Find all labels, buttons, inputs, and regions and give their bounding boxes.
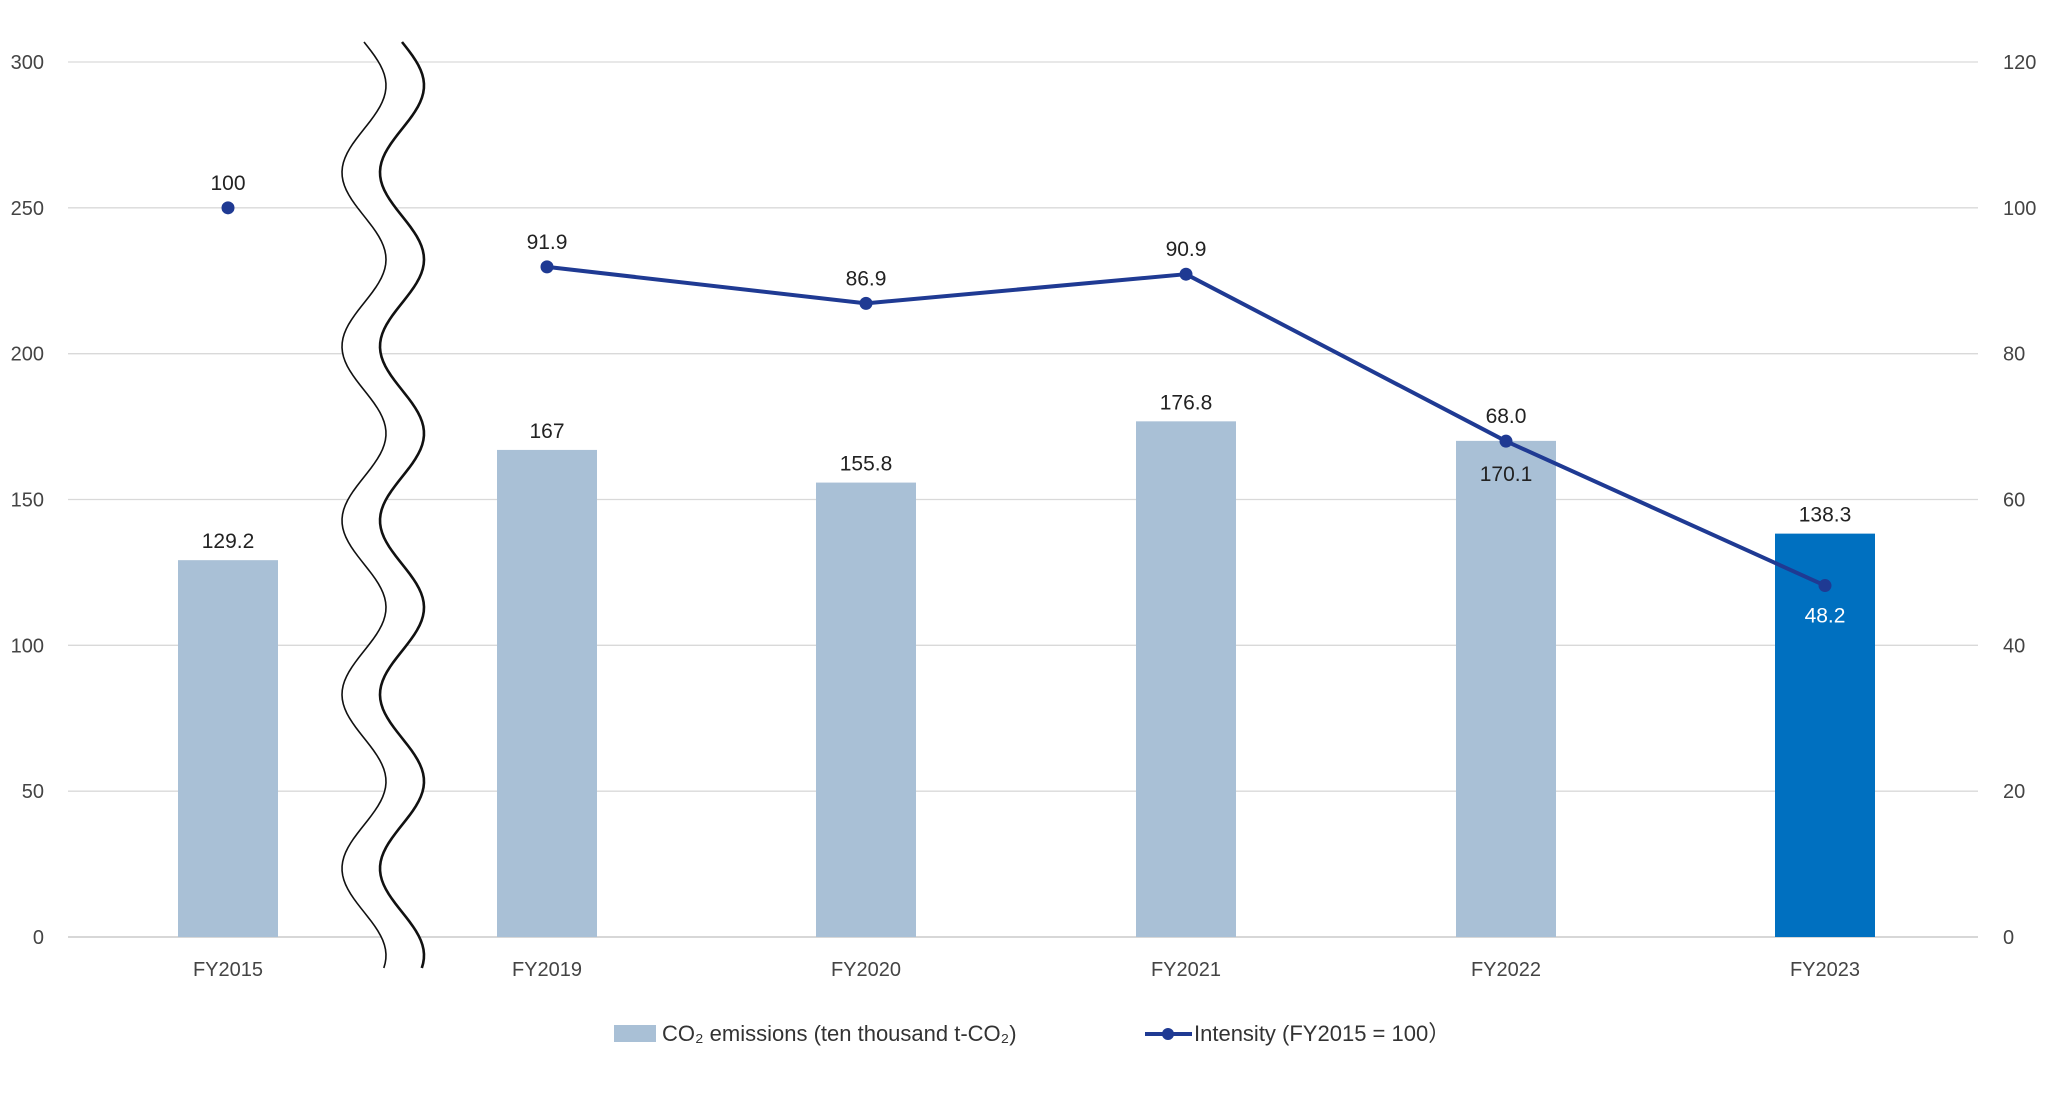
legend: CO₂ emissions (ten thousand t-CO₂) Inten… [614,1021,1450,1046]
bar-FY2021 [1136,421,1236,937]
line-series [221,201,1832,593]
bar-FY2023 [1775,533,1875,937]
y-left-tick: 300 [11,52,44,74]
y-left-tick-labels: 0 50 100 150 200 250 300 [11,52,44,949]
x-tick-FY2022: FY2022 [1471,959,1541,981]
axis-break-mark [341,41,426,969]
y-right-tick: 0 [2003,927,2014,949]
legend-swatch-bar [614,1025,656,1042]
y-right-tick: 120 [2003,52,2036,74]
bar-label-FY2023: 138.3 [1799,504,1852,527]
bar-FY2015 [178,560,278,937]
bar-FY2019 [497,449,597,937]
y-right-tick: 40 [2003,635,2025,657]
legend-label-line: Intensity (FY2015 = 100） [1194,1021,1450,1046]
y-left-tick: 100 [11,635,44,657]
line-point-FY2022 [1499,434,1513,448]
bar-series [178,421,1875,937]
y-left-tick: 0 [33,927,44,949]
y-left-tick: 200 [11,344,44,366]
bar-FY2020 [816,482,916,937]
y-right-tick: 80 [2003,344,2025,366]
x-tick-FY2015: FY2015 [193,959,263,981]
line-label-FY2022: 68.0 [1486,405,1527,428]
line-point-FY2021 [1179,267,1193,281]
x-tick-FY2019: FY2019 [512,959,582,981]
y-left-tick: 50 [22,781,44,803]
x-tick-FY2021: FY2021 [1151,959,1221,981]
bar-label-FY2021: 176.8 [1160,391,1213,414]
bar-label-FY2022: 170.1 [1480,463,1533,486]
bar-label-FY2015: 129.2 [202,530,255,553]
x-tick-FY2023: FY2023 [1790,959,1860,981]
line-point-FY2019 [540,260,554,274]
line-data-labels: 100 91.9 86.9 90.9 68.0 48.2 [210,172,1845,628]
y-left-tick: 250 [11,198,44,220]
line-label-FY2021: 90.9 [1166,238,1207,261]
y-right-tick: 60 [2003,490,2025,512]
line-label-FY2023: 48.2 [1805,605,1846,628]
line-label-FY2020: 86.9 [846,267,887,290]
axis-break-line-left [341,41,387,969]
legend-swatch-marker [1162,1028,1174,1040]
y-right-tick: 20 [2003,781,2025,803]
x-tick-labels: FY2015 FY2019 FY2020 FY2021 FY2022 FY2023 [193,959,1860,981]
axis-break-line-right [378,41,426,969]
y-right-tick: 100 [2003,198,2036,220]
line-point-FY2015 [221,201,235,215]
bar-label-FY2020: 155.8 [840,453,893,476]
line-label-FY2015: 100 [210,172,245,195]
line-point-FY2023 [1818,579,1832,593]
bar-label-FY2019: 167 [529,420,564,443]
line-point-FY2020 [859,296,873,310]
bar-data-labels: 129.2 167 155.8 176.8 170.1 138.3 [202,391,1852,553]
y-left-tick: 150 [11,490,44,512]
x-tick-FY2020: FY2020 [831,959,901,981]
line-label-FY2019: 91.9 [527,231,568,254]
bar-FY2022 [1456,440,1556,937]
legend-label-bar: CO₂ emissions (ten thousand t-CO₂) [662,1021,1017,1046]
y-right-tick-labels: 0 20 40 60 80 100 120 [2003,52,2036,949]
